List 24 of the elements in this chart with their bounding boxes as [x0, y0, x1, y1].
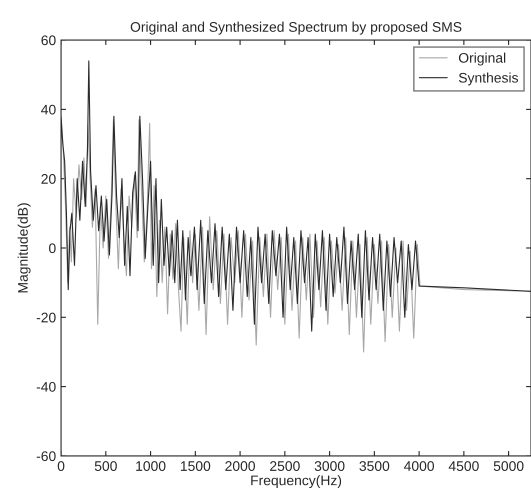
x-tick-label: 1500 — [180, 461, 210, 471]
x-tick-label: 1000 — [136, 461, 166, 471]
x-tick-label: 2500 — [270, 461, 300, 471]
x-tick-label: 3500 — [359, 461, 390, 471]
y-axis-title: Magnitude(dB) — [18, 203, 31, 292]
y-tick-label: 20 — [41, 174, 56, 184]
y-tick-label: 40 — [41, 104, 56, 115]
y-tick-label: 60 — [41, 35, 56, 46]
y-tick-label: -60 — [36, 451, 56, 462]
chart-title: Original and Synthesized Spectrum by proposed SMS — [130, 22, 462, 35]
y-tick-label: -40 — [36, 382, 56, 392]
x-tick-label: 4500 — [448, 461, 479, 471]
x-tick-label: 4000 — [404, 461, 434, 471]
x-tick-label: 3000 — [314, 461, 345, 471]
y-tick-label: 0 — [49, 243, 56, 254]
x-tick-label: 500 — [94, 461, 117, 471]
x-tick-label: 5000 — [494, 461, 524, 471]
legend-label: Synthesis — [458, 72, 518, 86]
y-tick-label: -20 — [36, 312, 56, 322]
line-series — [61, 119, 531, 353]
x-tick-label: 0 — [58, 461, 64, 471]
legend-label: Original — [458, 52, 506, 66]
x-axis-title: Frequency(Hz) — [251, 475, 342, 488]
x-tick-label: 2000 — [225, 461, 255, 471]
